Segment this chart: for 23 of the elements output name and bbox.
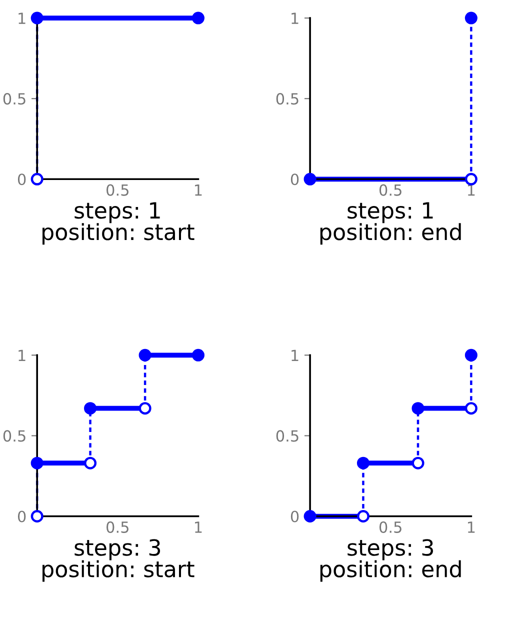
y-tick-label: 1 [292, 350, 298, 361]
x-tick-label: 1 [195, 184, 202, 196]
y-tick-label: 0 [18, 174, 26, 186]
y-tick-label: 1 [18, 350, 26, 361]
x-axis-title: steps: 3 position: end [320, 539, 461, 582]
y-tick-label: 1 [18, 12, 26, 24]
y-tick-label: 0 [18, 510, 26, 522]
x-axis-title: steps: 3 position: start [42, 539, 194, 582]
y-tick-label: 1 [292, 12, 298, 24]
x-tick-label: 0.5 [379, 521, 402, 533]
x-tick-label: 0.5 [106, 184, 128, 196]
y-tick-label: 0.5 [276, 430, 298, 442]
y-tick-label: 0.5 [3, 430, 26, 442]
x-tick-label: 1 [468, 522, 475, 533]
x-axis-title: steps: 1 position: end [320, 202, 461, 245]
y-tick-label: 0 [290, 510, 299, 522]
x-tick-label: 0.5 [106, 521, 128, 533]
x-tick-label: 0.5 [379, 184, 402, 196]
y-tick-label: 0.5 [276, 93, 298, 105]
y-tick-label: 0 [290, 174, 299, 186]
y-tick-label: 0.5 [3, 93, 26, 105]
x-axis-title: steps: 1 position: start [42, 202, 194, 245]
x-tick-label: 1 [195, 522, 202, 533]
